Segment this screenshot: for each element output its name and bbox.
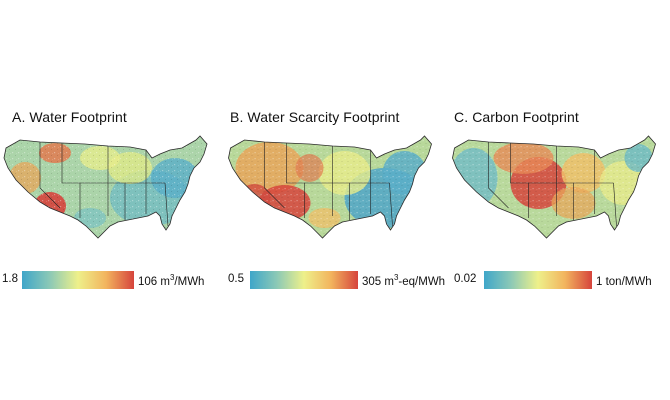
panel-water-scarcity-footprint: B. Water Scarcity Footprint 0.5 30 xyxy=(222,0,446,400)
carbon-footprint-map xyxy=(452,135,656,239)
legend: 1.8 106 m3/MWh xyxy=(2,270,222,292)
color-scale-bar xyxy=(22,271,134,289)
panel-water-footprint: A. Water Footprint 1.8 106 xyxy=(0,0,224,400)
panel-carbon-footprint: C. Carbon Footprint 0.02 1 ton/MWh xyxy=(446,0,670,400)
water-footprint-map xyxy=(3,135,208,239)
legend-min: 0.5 xyxy=(228,273,244,285)
panel-title: B. Water Scarcity Footprint xyxy=(230,109,400,125)
legend: 0.02 1 ton/MWh xyxy=(454,270,668,292)
legend-max: 305 m3-eq/MWh xyxy=(362,273,446,288)
legend-max: 1 ton/MWh xyxy=(596,275,652,288)
panel-title: C. Carbon Footprint xyxy=(454,109,579,125)
color-scale-bar xyxy=(250,271,358,289)
legend-min: 1.8 xyxy=(2,273,18,285)
water-scarcity-map xyxy=(228,135,432,239)
legend-max: 106 m3/MWh xyxy=(138,273,205,288)
legend-min: 0.02 xyxy=(454,273,477,285)
panel-title: A. Water Footprint xyxy=(12,109,127,125)
legend: 0.5 305 m3-eq/MWh xyxy=(228,270,446,292)
color-scale-bar xyxy=(484,271,592,289)
